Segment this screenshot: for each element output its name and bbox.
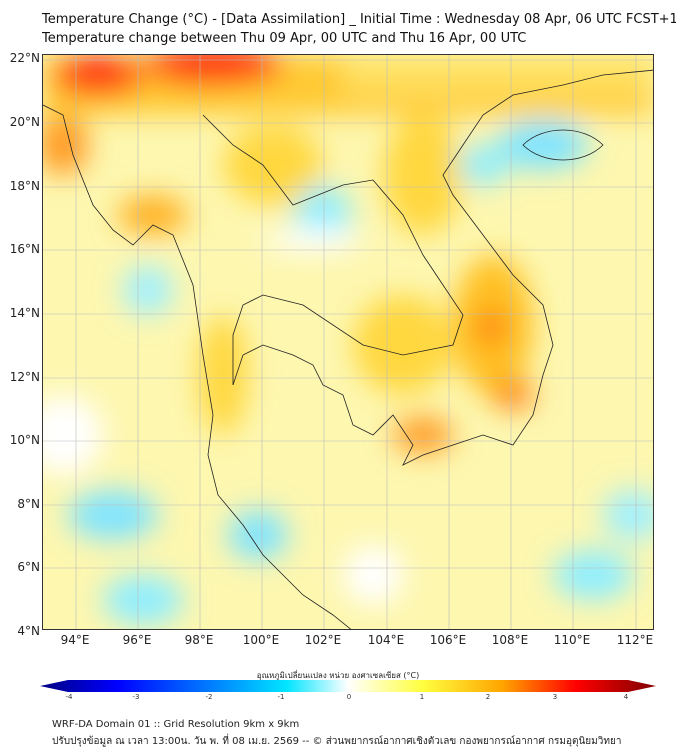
graticule bbox=[43, 55, 653, 629]
colorbar-tick: -2 bbox=[205, 693, 213, 701]
lon-label: 102°E bbox=[304, 633, 342, 647]
lat-label: 22°N bbox=[9, 51, 40, 65]
colorbar-tick: -4 bbox=[65, 693, 73, 701]
chart-subtitle: Temperature change between Thu 09 Apr, 0… bbox=[42, 31, 527, 46]
lat-label: 8°N bbox=[17, 497, 40, 511]
coastlines-borders bbox=[43, 69, 653, 629]
colorbar-tick: 2 bbox=[485, 693, 491, 701]
chart-title: Temperature Change (°C) - [Data Assimila… bbox=[42, 12, 676, 27]
lon-label: 108°E bbox=[491, 633, 529, 647]
lat-label: 4°N bbox=[17, 624, 40, 638]
lat-label: 12°N bbox=[9, 370, 40, 384]
temperature-change-map bbox=[42, 54, 654, 630]
lat-label: 20°N bbox=[9, 115, 40, 129]
lon-label: 110°E bbox=[553, 633, 591, 647]
lon-label: 106°E bbox=[429, 633, 467, 647]
lat-label: 10°N bbox=[9, 433, 40, 447]
footer-model-info: WRF-DA Domain 01 :: Grid Resolution 9km … bbox=[52, 719, 300, 730]
colorbar-tick: 4 bbox=[623, 693, 629, 701]
lon-label: 98°E bbox=[184, 633, 214, 647]
lon-label: 96°E bbox=[122, 633, 152, 647]
lat-label: 18°N bbox=[9, 179, 40, 193]
colorbar-tick: 3 bbox=[552, 693, 558, 701]
colorbar-tick: 1 bbox=[419, 693, 425, 701]
lon-label: 100°E bbox=[242, 633, 280, 647]
lat-label: 16°N bbox=[9, 242, 40, 256]
lat-label: 6°N bbox=[17, 560, 40, 574]
colorbar-tick: -3 bbox=[132, 693, 140, 701]
lon-label: 104°E bbox=[367, 633, 405, 647]
temperature-field bbox=[43, 55, 653, 625]
colorbar bbox=[40, 680, 656, 692]
colorbar-title: อุณหภูมิเปลี่ยนแปลง หน่วย องศาเซลเซียส (… bbox=[256, 671, 420, 680]
colorbar-tick: 0 bbox=[346, 693, 352, 701]
colorbar-tick: -1 bbox=[277, 693, 285, 701]
lon-label: 112°E bbox=[616, 633, 654, 647]
lon-label: 94°E bbox=[60, 633, 90, 647]
lat-label: 14°N bbox=[9, 306, 40, 320]
footer-update-info: ปรับปรุงข้อมูล ณ เวลา 13:00น. วัน พ. ที่… bbox=[52, 736, 622, 747]
